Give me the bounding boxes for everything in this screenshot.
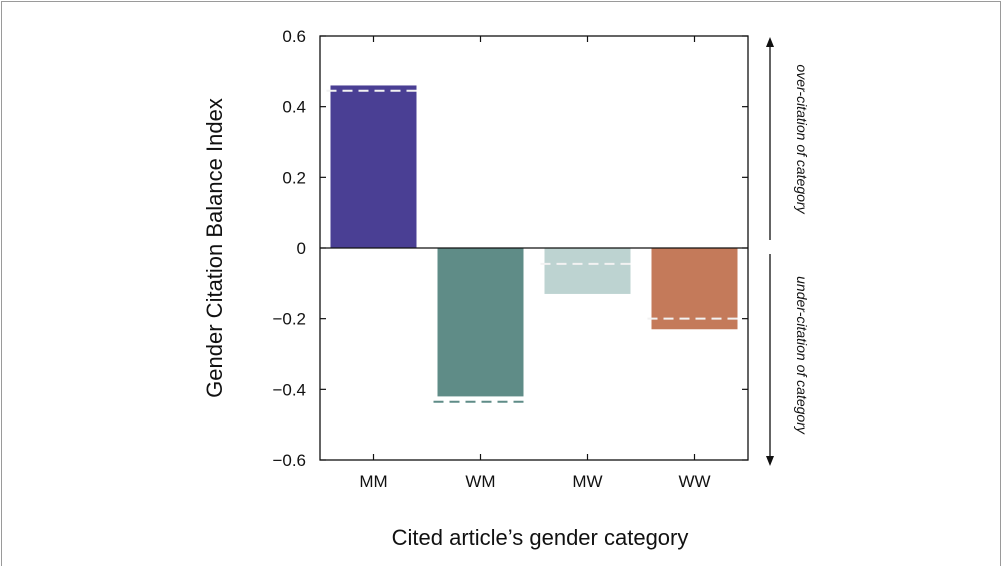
x-tick-label: WM bbox=[465, 472, 495, 491]
y-axis-ticks: 0.6 0.4 0.2 0 −0.2 −0.4 −0.6 bbox=[272, 27, 748, 470]
down-arrow-icon bbox=[766, 456, 774, 466]
under-citation-label: under-citation of category bbox=[794, 276, 810, 435]
y-axis-label: Gender Citation Balance Index bbox=[202, 98, 227, 398]
x-tick-label: WW bbox=[678, 472, 710, 491]
y-tick-label: −0.4 bbox=[272, 380, 306, 399]
citation-direction-annotation: over-citation of category under-citation… bbox=[766, 37, 810, 466]
over-citation-label: over-citation of category bbox=[794, 64, 810, 214]
bar-ww bbox=[651, 248, 738, 330]
y-tick-label: −0.2 bbox=[272, 310, 306, 329]
x-tick-label: MM bbox=[359, 472, 387, 491]
x-axis-ticks: MM WM MW WW bbox=[359, 36, 711, 491]
up-arrow-icon bbox=[766, 37, 774, 47]
y-tick-label: −0.6 bbox=[272, 451, 306, 470]
y-tick-label: 0.2 bbox=[282, 168, 306, 187]
x-axis-label: Cited article’s gender category bbox=[392, 525, 689, 550]
bar-mm bbox=[330, 85, 417, 248]
x-tick-label: MW bbox=[572, 472, 602, 491]
y-tick-label: 0 bbox=[297, 239, 306, 258]
bar-wm bbox=[437, 248, 524, 397]
bars bbox=[320, 85, 748, 403]
bar-mw bbox=[544, 248, 631, 294]
y-tick-label: 0.4 bbox=[282, 98, 306, 117]
y-tick-label: 0.6 bbox=[282, 27, 306, 46]
